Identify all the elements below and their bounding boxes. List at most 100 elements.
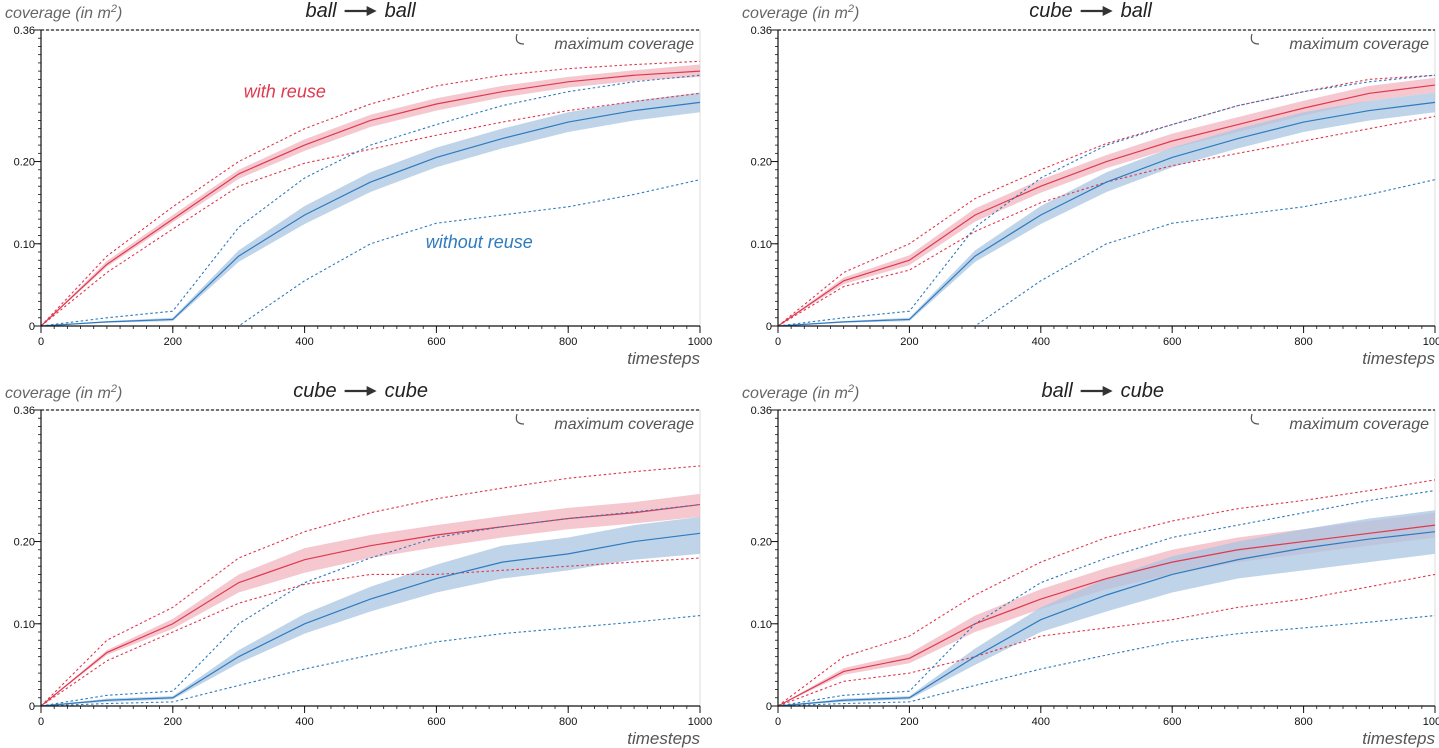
y-tick-label: 0: [29, 321, 35, 333]
x-tick-label: 600: [427, 716, 445, 728]
x-tick-label: 600: [1163, 336, 1181, 348]
arrow-right-icon: [1102, 6, 1113, 16]
x-tick-label: 0: [38, 716, 44, 728]
y-tick-label: 0.36: [751, 405, 772, 417]
y-tick-label: 0.20: [14, 537, 35, 549]
without-reuse-label: without reuse: [426, 232, 533, 252]
y-tick-label: 0.10: [751, 619, 772, 631]
y-tick-label: 0.20: [14, 157, 35, 169]
curved-arrow-icon: [1250, 33, 1260, 45]
series-without-reuse-min-line: [40, 615, 701, 707]
x-axis-label: timesteps: [1362, 729, 1435, 748]
x-tick-label: 200: [164, 716, 182, 728]
x-tick-label: 400: [295, 716, 313, 728]
x-tick-label: 800: [1294, 716, 1312, 728]
series-without-reuse-mean-line: [40, 532, 701, 707]
series-with-reuse-min-line: [40, 92, 701, 327]
max-coverage-label: maximum coverage: [554, 416, 694, 433]
x-tick-label: 200: [164, 336, 182, 348]
y-axis-label: coverage (in m2): [5, 3, 122, 22]
band-without-reuse: [41, 516, 700, 706]
band-without-reuse: [41, 92, 700, 326]
series-without-reuse-mean-line: [777, 101, 1436, 327]
y-axis-label: coverage (in m2): [742, 3, 859, 22]
max-coverage-label: maximum coverage: [1289, 416, 1429, 433]
y-tick-label: 0.36: [751, 25, 772, 37]
series-with-reuse-mean-line: [40, 503, 701, 707]
series-without-reuse-mean-line: [40, 101, 701, 327]
series-without-reuse-min-line: [41, 179, 701, 327]
series-without-reuse-max-line: [40, 74, 701, 327]
y-tick-label: 0: [766, 321, 772, 333]
max-coverage-label: maximum coverage: [554, 36, 694, 53]
series-with-reuse-mean-line: [40, 70, 701, 327]
y-tick-label: 0.10: [14, 239, 35, 251]
y-tick-label: 0.20: [751, 157, 772, 169]
arrow-right-icon: [366, 6, 377, 16]
series-with-reuse-min-line: [777, 573, 1436, 707]
band-without-reuse: [778, 510, 1435, 706]
curved-arrow-icon: [1250, 413, 1260, 425]
title-from: ball: [305, 0, 337, 22]
y-tick-label: 0: [29, 701, 35, 713]
band-without-reuse: [778, 92, 1435, 326]
x-tick-label: 600: [427, 336, 445, 348]
arrow-right-icon: [1102, 386, 1113, 396]
x-tick-label: 400: [1032, 716, 1050, 728]
curved-arrow-icon: [515, 33, 525, 45]
x-tick-label: 800: [1294, 336, 1312, 348]
x-tick-label: 400: [295, 336, 313, 348]
title-to: ball: [385, 0, 417, 22]
y-tick-label: 0.10: [14, 619, 35, 631]
series-without-reuse-max-line: [777, 490, 1436, 707]
series-with-reuse-max-line: [40, 465, 701, 707]
series-with-reuse-min-line: [40, 557, 701, 707]
x-tick-label: 800: [559, 336, 577, 348]
y-tick-label: 0.20: [751, 537, 772, 549]
y-tick-label: 0: [766, 701, 772, 713]
x-tick-label: 0: [775, 716, 781, 728]
x-axis-label: timesteps: [1362, 349, 1435, 368]
title-to: cube: [1121, 380, 1164, 402]
series-without-reuse-max-line: [40, 504, 701, 707]
title-to: ball: [1121, 0, 1153, 22]
series-without-reuse-min-line: [777, 615, 1436, 707]
series-with-reuse-max-line: [777, 479, 1436, 707]
x-axis-label: timesteps: [627, 729, 700, 748]
y-axis-label: coverage (in m2): [5, 383, 122, 402]
title-from: cube: [293, 380, 336, 402]
title-from: ball: [1042, 380, 1074, 402]
x-tick-label: 200: [900, 336, 918, 348]
arrow-right-icon: [366, 386, 377, 396]
series-with-reuse-mean-line: [777, 84, 1436, 327]
y-tick-label: 0.10: [751, 239, 772, 251]
series-without-reuse-mean-line: [777, 531, 1436, 707]
x-tick-label: 600: [1163, 716, 1181, 728]
series-without-reuse-max-line: [777, 74, 1436, 327]
curved-arrow-icon: [515, 413, 525, 425]
y-tick-label: 0.36: [14, 25, 35, 37]
series-with-reuse-min-line: [777, 115, 1436, 327]
y-axis-label: coverage (in m2): [742, 383, 859, 402]
title-to: cube: [385, 380, 428, 402]
x-tick-label: 1000: [1423, 336, 1439, 348]
band-with-reuse: [41, 64, 700, 327]
x-tick-label: 1000: [688, 716, 712, 728]
x-tick-label: 200: [900, 716, 918, 728]
x-tick-label: 0: [775, 336, 781, 348]
x-tick-label: 0: [38, 336, 44, 348]
max-coverage-label: maximum coverage: [1289, 36, 1429, 53]
series-without-reuse-min-line: [778, 179, 1436, 327]
with-reuse-label: with reuse: [244, 81, 326, 101]
x-tick-label: 400: [1032, 336, 1050, 348]
y-tick-label: 0.36: [14, 405, 35, 417]
band-with-reuse: [41, 493, 700, 706]
x-tick-label: 1000: [1423, 716, 1439, 728]
x-tick-label: 1000: [688, 336, 712, 348]
x-axis-label: timesteps: [627, 349, 700, 368]
